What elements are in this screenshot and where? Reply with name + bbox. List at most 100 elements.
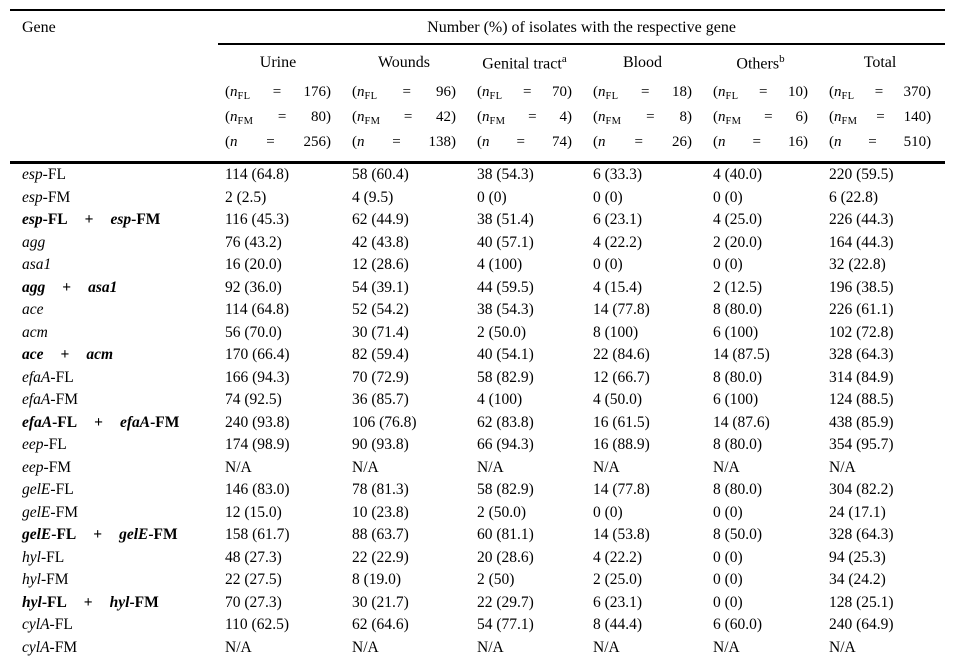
table-row: eep-FM N/A N/A N/A N/A N/A N/A [10, 457, 945, 480]
value-cell: N/A [225, 638, 252, 656]
n-count-label: (n [225, 134, 238, 150]
value-cell: 66 (94.3) [477, 436, 534, 454]
value-cell: 70 (27.3) [225, 593, 282, 611]
value-cell: 12 (28.6) [352, 256, 409, 274]
value-cell: 22 (29.7) [477, 593, 534, 611]
plus-sign: + [84, 211, 94, 229]
gene-name-segment: esp [110, 211, 132, 229]
table-row: gelE-FM 12 (15.0) 10 (23.8) 2 (50.0) 0 (0) 0 … [10, 502, 945, 525]
value-cell: 116 (45.3) [225, 211, 289, 229]
value-cell: N/A [829, 458, 856, 476]
table-header: Gene Number (%) of isolates with the res… [10, 10, 946, 163]
column-header-wounds: Wounds [377, 54, 431, 71]
value-cell: 14 (87.5) [713, 346, 770, 364]
equals-sign: = [402, 84, 411, 100]
n-count-value: 6) [795, 109, 809, 125]
table-body: esp-FL 114 (64.8) 58 (60.4) 38 (54.3) 6 (33.… [10, 163, 946, 659]
n-count-line: (nFM = 8) [593, 107, 692, 132]
table-row: hyl-FM 22 (27.5) 8 (19.0) 2 (50) 2 (25.0) 0 (… [10, 569, 945, 592]
n-count-value: 140) [903, 109, 932, 125]
n-symbol: n [718, 84, 726, 100]
n-symbol: n [834, 134, 842, 150]
n-count-line: (nFL = 18) [593, 82, 692, 107]
equals-sign: = [528, 109, 537, 125]
gene-name-cell: efaA-FL [10, 367, 218, 390]
header-row-column-labels: Urine Wounds Genital tracta Blood Othersb Tot… [10, 44, 945, 78]
gene-name-segment: esp [22, 166, 43, 184]
n-count-value: 138) [428, 134, 457, 150]
value-cell: 42 (43.8) [352, 233, 409, 251]
value-cell: 4 (9.5) [352, 188, 394, 206]
value-cell: 74 (92.5) [225, 391, 282, 409]
gene-name-cell: agg + asa1 [10, 277, 218, 300]
value-cell: N/A [352, 458, 379, 476]
n-symbol: n [718, 109, 726, 125]
gene-name-segment: -FL [43, 436, 67, 454]
gene-name-segment: -FL [42, 211, 68, 229]
gene-name-segment: cylA [22, 638, 50, 656]
value-cell: 158 (61.7) [225, 526, 290, 544]
table-row: esp-FL 114 (64.8) 58 (60.4) 38 (54.3) 6 (33.… [10, 163, 945, 187]
table-row: agg 76 (43.2) 42 (43.8) 40 (57.1) 4 (22.2) 2 … [10, 232, 945, 255]
value-cell: 30 (71.4) [352, 323, 409, 341]
gene-name-segment: -FM [42, 188, 71, 206]
equals-sign: = [876, 109, 885, 125]
n-count-label: (n [829, 134, 842, 150]
isolates-gene-table: Gene Number (%) of isolates with the res… [10, 9, 946, 659]
gene-name-cell: gelE-FM [10, 502, 218, 525]
n-count-line: (n = 16) [713, 132, 808, 153]
table-row: gelE-FL 146 (83.0) 78 (81.3) 58 (82.9) 14 (7… [10, 479, 945, 502]
gene-name-segment: -FM [40, 571, 69, 589]
value-cell: 58 (82.9) [477, 481, 534, 499]
n-symbol: n [482, 84, 490, 100]
value-cell: 106 (76.8) [352, 413, 417, 431]
gene-name-segment: -FM [50, 503, 78, 521]
value-cell: 0 (0) [593, 256, 623, 274]
table-row: cylA-FM N/A N/A N/A N/A N/A N/A [10, 637, 945, 659]
gene-name-cell: esp-FL + esp-FM [10, 209, 218, 232]
value-cell: 2 (20.0) [713, 233, 763, 251]
value-cell: 12 (66.7) [593, 368, 650, 386]
value-cell: 110 (62.5) [225, 616, 289, 634]
equals-sign: = [646, 109, 655, 125]
n-count-line: (nFL = 176) [225, 82, 331, 107]
n-count-line: (nFM = 42) [352, 107, 456, 132]
header-row-sample-counts: (nFL = 176) (nFM = 80) (n = 256) (nFL = 96) (nFM = 42)… [10, 78, 945, 163]
plus-sign: + [83, 593, 93, 611]
value-cell: 4 (40.0) [713, 166, 763, 184]
value-cell: 4 (15.4) [593, 278, 643, 296]
gene-name-segment: asa1 [88, 278, 118, 296]
value-cell: 6 (100) [713, 391, 759, 409]
table-row: hyl-FL 48 (27.3) 22 (22.9) 20 (28.6) 4 (22.2… [10, 547, 945, 570]
n-symbol: n [357, 134, 365, 150]
value-cell: 0 (0) [713, 571, 743, 589]
n-count-line: (n = 74) [477, 132, 572, 153]
value-cell: 76 (43.2) [225, 233, 282, 251]
gene-name-segment: -FM [148, 526, 178, 544]
value-cell: N/A [593, 638, 620, 656]
gene-name-segment: efaA [22, 368, 51, 386]
gene-name-segment: eep [22, 436, 44, 454]
value-cell: 0 (0) [713, 548, 743, 566]
table-row: acm 56 (70.0) 30 (71.4) 2 (50.0) 8 (100) 6 (1… [10, 322, 945, 345]
value-cell: 92 (36.0) [225, 278, 282, 296]
value-cell: 114 (64.8) [225, 301, 289, 319]
value-cell: 0 (0) [593, 188, 623, 206]
gene-name-cell: gelE-FL + gelE-FM [10, 524, 218, 547]
value-cell: 14 (77.8) [593, 481, 650, 499]
gene-name-segment: ace [22, 346, 44, 364]
gene-name-segment: -FM [49, 638, 78, 656]
gene-name-segment: hyl [22, 571, 41, 589]
column-header-others: Othersb [736, 52, 785, 73]
table-row: agg + asa1 92 (36.0) 54 (39.1) 44 (59.5) 4 (15… [10, 277, 945, 300]
gene-name-segment: asa1 [22, 256, 52, 274]
value-cell: 102 (72.8) [829, 323, 894, 341]
value-cell: 78 (81.3) [352, 481, 409, 499]
header-row-top: Gene Number (%) of isolates with the res… [10, 10, 946, 45]
gene-name-cell: asa1 [10, 254, 218, 277]
gene-name-segment: -FL [52, 413, 78, 431]
sample-counts-total: (nFL = 370) (nFM = 140) (n = 510) [822, 78, 945, 163]
value-cell: 6 (33.3) [593, 166, 643, 184]
gene-name-cell: hyl-FL + hyl-FM [10, 592, 218, 615]
equals-sign: = [640, 84, 650, 100]
